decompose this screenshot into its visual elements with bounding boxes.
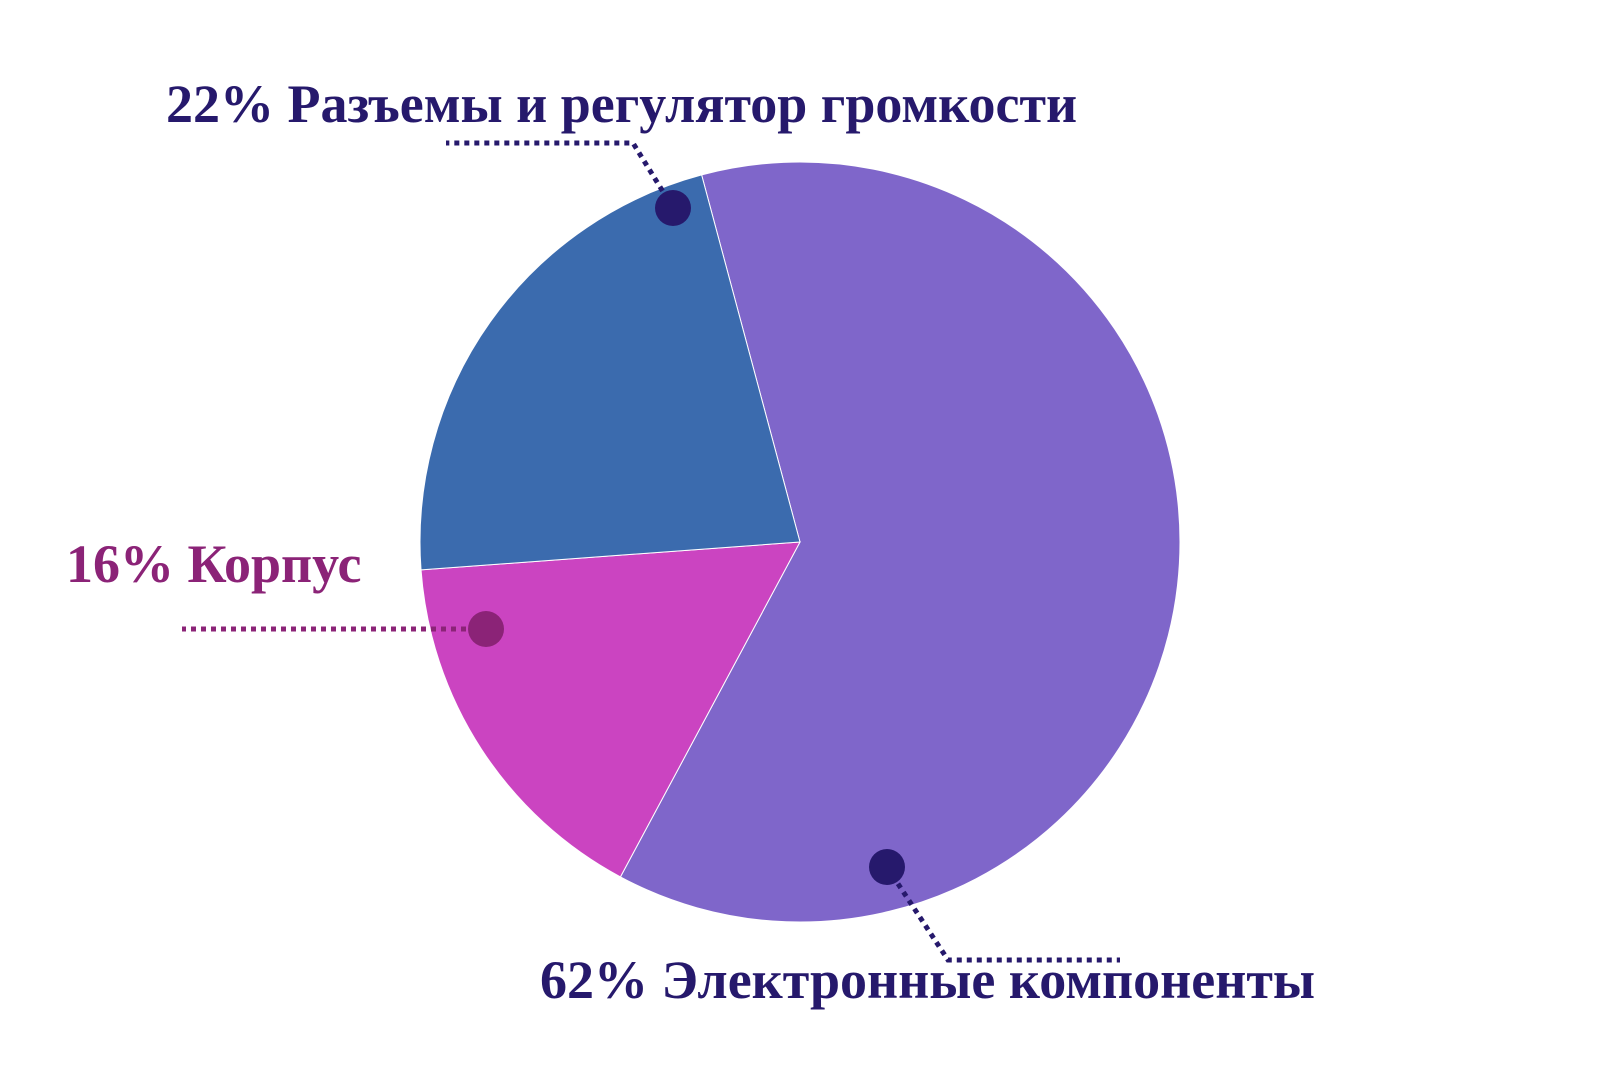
pie-slices [419,161,1181,923]
marker-dot-electronic-components [869,849,905,885]
marker-dot-housing [468,611,504,647]
pie-slice-electronic-components [619,161,1181,923]
leader-line-connectors-volume [446,140,676,210]
marker-dot-connectors-volume [655,190,691,226]
leader-line-electronic-components [884,865,1120,963]
leader-lines [182,140,1120,963]
label-connectors-volume: 22% Разъемы и регулятор громкости [166,74,1077,134]
pie-slice-connectors-volume [419,174,801,571]
label-housing: 16% Корпус [66,534,361,594]
slice-markers [468,190,905,885]
label-electronic-components: 62% Электронные компоненты [540,950,1315,1010]
pie-slice-housing [420,541,801,878]
